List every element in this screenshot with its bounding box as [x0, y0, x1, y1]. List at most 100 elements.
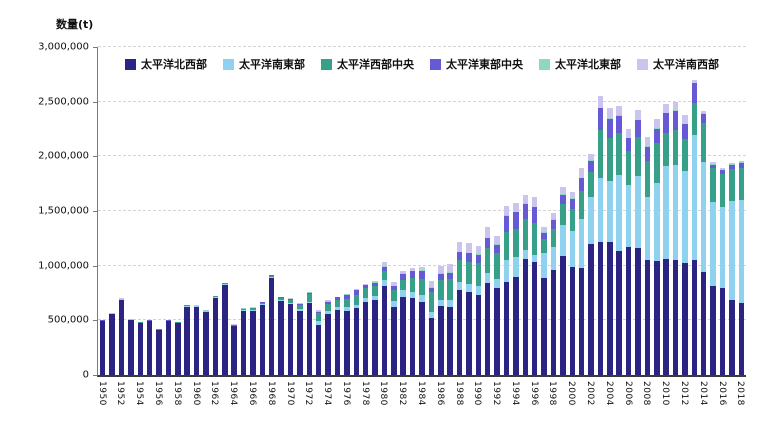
bar-segment — [400, 273, 406, 280]
bar-segment — [400, 296, 406, 375]
bar-segment — [700, 123, 707, 162]
bar-segment — [466, 261, 472, 284]
bar-segment — [334, 306, 341, 310]
x-tick-label: 1966 — [246, 381, 257, 406]
y-tick-label: 1,500,000 — [38, 205, 89, 217]
bar-segment — [710, 164, 716, 169]
bar-1993 — [503, 206, 510, 375]
bar-segment — [729, 201, 735, 301]
bar-segment — [287, 303, 294, 375]
bar-segment — [635, 110, 641, 120]
bar-segment — [184, 305, 190, 307]
bar-segment — [306, 292, 313, 294]
bar-segment — [513, 211, 519, 213]
bar-segment — [212, 296, 219, 297]
bar-1992 — [494, 235, 500, 375]
bar-1962 — [212, 295, 219, 375]
bar-1986 — [438, 265, 444, 375]
bar-2006 — [625, 129, 632, 375]
y-axis: 0 500,000 1,000,000 1,500,000 2,000,000 2,500… — [0, 42, 97, 381]
bar-segment — [710, 168, 716, 203]
bar-segment — [297, 303, 303, 305]
bar-segment — [738, 162, 745, 163]
bar-segment — [250, 308, 256, 310]
bar-1998 — [550, 213, 557, 375]
bar-segment — [654, 261, 660, 375]
bar-segment — [522, 203, 529, 204]
bar-segment — [400, 279, 406, 291]
bar-segment — [597, 107, 604, 109]
bar-segment — [513, 212, 519, 229]
bar-segment — [428, 318, 435, 375]
bar-segment — [99, 320, 106, 322]
bar-segment — [409, 277, 416, 292]
bar-segment — [391, 281, 397, 287]
bar-segment — [240, 311, 247, 375]
bar-segment — [362, 284, 369, 286]
bar-segment — [654, 143, 660, 183]
bar-segment — [344, 310, 350, 375]
bar-segment — [391, 306, 397, 375]
x-tick-label: 2018 — [735, 381, 746, 406]
bar-segment — [381, 280, 388, 286]
bar-segment — [484, 283, 491, 375]
bar-2005 — [616, 105, 622, 375]
bar-segment — [578, 178, 585, 191]
bar-segment — [447, 279, 453, 301]
bar-segment — [344, 293, 350, 295]
legend-swatch-icon — [125, 58, 136, 70]
bar-segment — [484, 227, 491, 238]
bar-segment — [278, 297, 284, 300]
bar-segment — [710, 164, 716, 165]
bar-segment — [635, 119, 641, 121]
bar-segment — [203, 312, 209, 375]
bar-segment — [212, 297, 219, 375]
bar-segment — [654, 182, 660, 262]
bar-segment — [222, 283, 228, 284]
bar-2003 — [597, 95, 604, 375]
bar-1957 — [165, 320, 172, 375]
bar-1987 — [447, 264, 453, 375]
bar-segment — [729, 169, 735, 202]
bar-segment — [438, 306, 444, 375]
x-tick-label: 1992 — [491, 381, 502, 406]
bar-segment — [644, 137, 651, 146]
bar-segment — [738, 162, 745, 168]
y-axis-title: 数量(t) — [56, 18, 94, 31]
bar-segment — [625, 151, 632, 186]
bar-1977 — [353, 288, 359, 375]
bar-segment — [541, 252, 547, 278]
x-tick-label: 1956 — [153, 381, 164, 406]
bar-1968 — [268, 275, 275, 375]
bar-segment — [588, 160, 594, 161]
bar-segment — [118, 299, 125, 300]
bar-segment — [353, 294, 359, 305]
bar-segment — [419, 294, 425, 302]
bar-segment — [607, 180, 613, 243]
bar-segment — [607, 242, 613, 375]
bar-segment — [353, 304, 359, 309]
bar-segment — [738, 200, 745, 303]
bar-segment — [503, 232, 510, 260]
bar-segment — [325, 310, 331, 314]
bar-2013 — [691, 80, 698, 375]
legend-label: 太平洋西部中央 — [337, 58, 414, 71]
bar-segment — [738, 161, 745, 163]
bar-segment — [372, 282, 378, 286]
bar-segment — [672, 129, 679, 165]
bar-segment — [513, 202, 519, 212]
bar-1975 — [334, 296, 341, 375]
bar-segment — [325, 313, 331, 375]
bar-segment — [222, 283, 228, 285]
bar-segment — [607, 108, 613, 119]
bar-1973 — [315, 309, 322, 375]
bar-1956 — [156, 328, 162, 375]
bar-segment — [447, 264, 453, 273]
bar-segment — [682, 263, 688, 375]
bar-segment — [409, 268, 416, 271]
bar-1976 — [344, 293, 350, 375]
bar-segment — [700, 271, 707, 375]
bar-segment — [297, 309, 303, 311]
bar-segment — [193, 307, 200, 375]
